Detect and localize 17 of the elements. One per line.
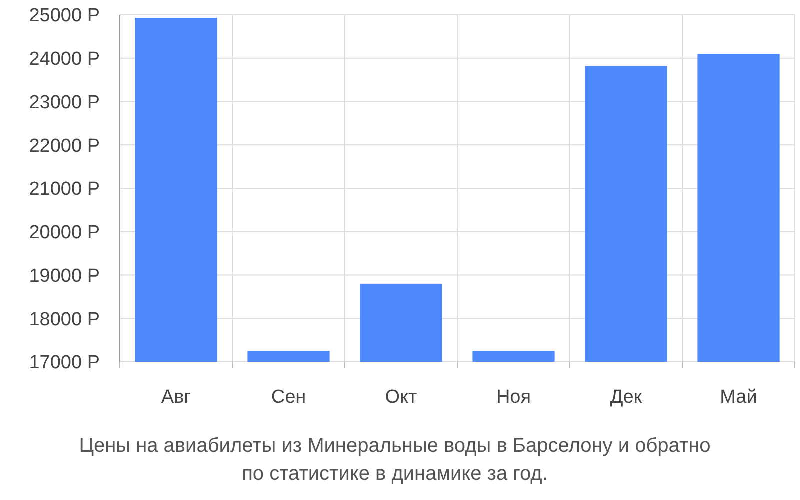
y-tick-label: 20000 Р [29, 222, 100, 244]
y-tick-label: 22000 Р [29, 136, 100, 157]
y-tick-label: 24000 Р [29, 49, 100, 70]
y-tick-label: 17000 Р [29, 352, 100, 374]
y-tick-label: 19000 Р [29, 266, 100, 287]
x-tick-label: Окт [385, 387, 418, 408]
y-tick-label: 23000 Р [29, 92, 100, 114]
x-tick-label: Ноя [496, 387, 532, 408]
y-tick-label: 25000 Р [29, 6, 100, 27]
x-tick-label: Дек [610, 387, 643, 408]
x-tick-label: Май [720, 387, 758, 408]
x-tick-label: Авг [161, 387, 192, 408]
y-tick-label: 18000 Р [29, 309, 100, 330]
text: Цены на авиабилеты из Минеральные воды в Барселону и обратно [79, 435, 711, 457]
x-tick-label: Сен [271, 387, 306, 408]
text: по статистике в динамике за год. [242, 463, 548, 485]
y-tick-label: 21000 Р [29, 179, 100, 200]
